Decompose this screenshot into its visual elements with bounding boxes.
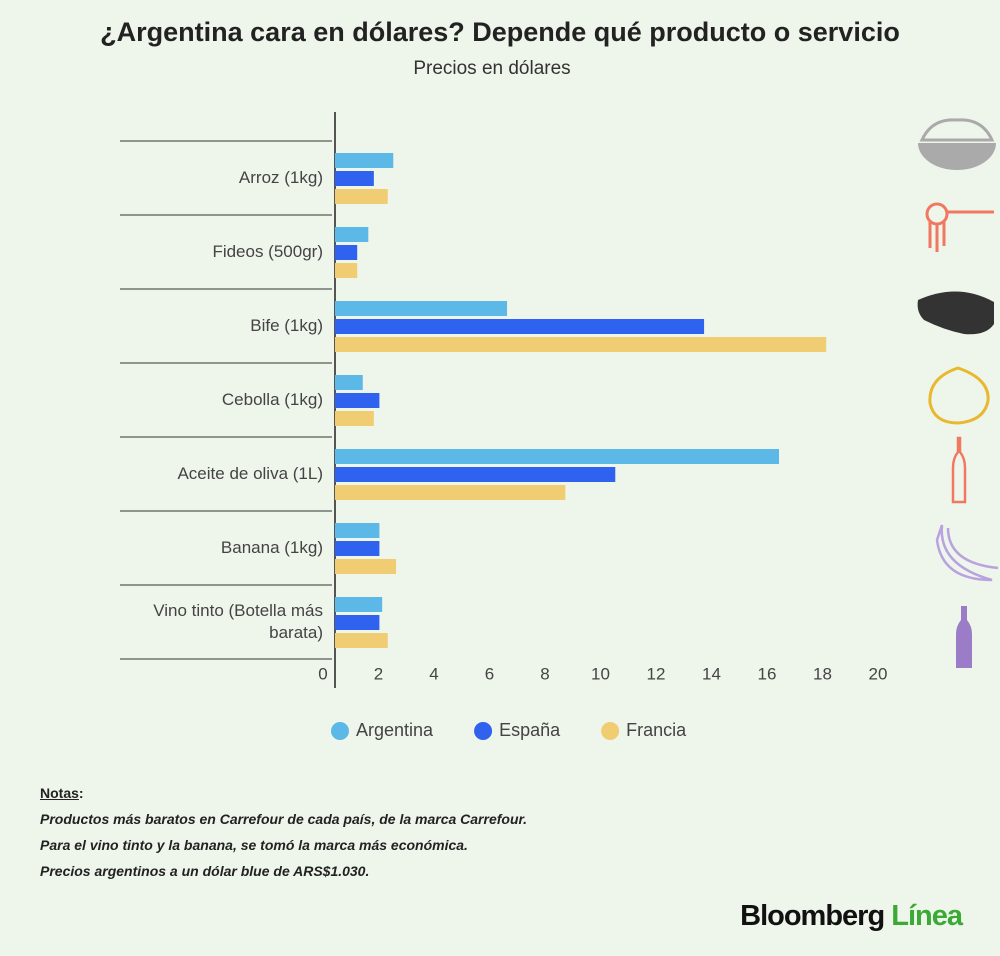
bar	[335, 633, 388, 648]
x-tick-label: 8	[540, 664, 549, 683]
x-tick-label: 6	[485, 664, 494, 683]
brand: Bloomberg Línea	[740, 900, 963, 933]
bar	[335, 449, 779, 464]
bar	[335, 227, 369, 242]
bar	[335, 171, 374, 186]
bar	[335, 411, 374, 426]
bar	[335, 375, 363, 390]
icon-wine	[956, 606, 972, 668]
legend-label: España	[499, 720, 561, 740]
y-tick-label: Fideos (500gr)	[212, 242, 323, 261]
icon-rice-top	[919, 118, 995, 142]
icons	[917, 118, 999, 668]
icon-pasta	[925, 202, 994, 252]
legend-label: Argentina	[356, 720, 434, 740]
x-tick-label: 0	[318, 664, 327, 683]
note: Para el vino tinto y la banana, se tomó …	[40, 837, 468, 853]
bar	[335, 301, 508, 316]
bar	[335, 467, 616, 482]
bar	[335, 245, 358, 260]
x-tick-label: 18	[813, 664, 832, 683]
bar	[335, 597, 383, 612]
bar	[335, 523, 380, 538]
brand-name: Línea	[891, 900, 963, 932]
x-tick-label: 2	[374, 664, 383, 683]
icon-banana	[935, 524, 999, 582]
y-tick-label: Cebolla (1kg)	[221, 390, 323, 409]
bar	[335, 189, 388, 204]
y-tick-label: Aceite de oliva (1L)	[177, 464, 323, 483]
note: Productos más baratos en Carrefour de ca…	[40, 811, 528, 827]
bar	[335, 615, 380, 630]
chart-title: ¿Argentina cara en dólares? Depende qué …	[100, 17, 900, 47]
x-tick-label: 20	[869, 664, 888, 683]
y-tick-label: Banana (1kg)	[220, 538, 323, 557]
icon-bottle	[951, 436, 967, 504]
icon-rice	[918, 143, 996, 170]
x-tick-label: 12	[647, 664, 666, 683]
notes: Notas: Productos más baratos en Carrefou…	[40, 780, 527, 884]
bar	[335, 337, 827, 352]
brand-name: Bloomberg	[740, 900, 885, 932]
bar	[335, 263, 358, 278]
legend-swatch	[331, 722, 349, 740]
bar	[335, 153, 394, 168]
bar	[335, 541, 380, 556]
y-tick-label: Vino tinto (Botella más barata)	[153, 601, 323, 642]
x-tick-label: 10	[591, 664, 610, 683]
y-tick-label: Arroz (1kg)	[238, 168, 323, 187]
legend-label: Francia	[626, 720, 687, 740]
legend-swatch	[474, 722, 493, 740]
bar	[335, 393, 380, 408]
legend-swatch	[601, 722, 620, 740]
note: Precios argentinos a un dólar blue de AR…	[40, 863, 370, 879]
icon-onion	[928, 366, 990, 425]
notes-title: Notas	[40, 785, 79, 801]
x-tick-label: 14	[702, 664, 721, 683]
x-tick-label: 16	[758, 664, 777, 683]
x-tick-label: 4	[429, 664, 438, 683]
chart-subtitle: Precios en dólares	[413, 58, 570, 79]
bar	[335, 319, 705, 334]
bar	[335, 485, 566, 500]
y-tick-label: Bife (1kg)	[250, 316, 323, 335]
bar	[335, 559, 397, 574]
icon-steak	[917, 291, 994, 335]
